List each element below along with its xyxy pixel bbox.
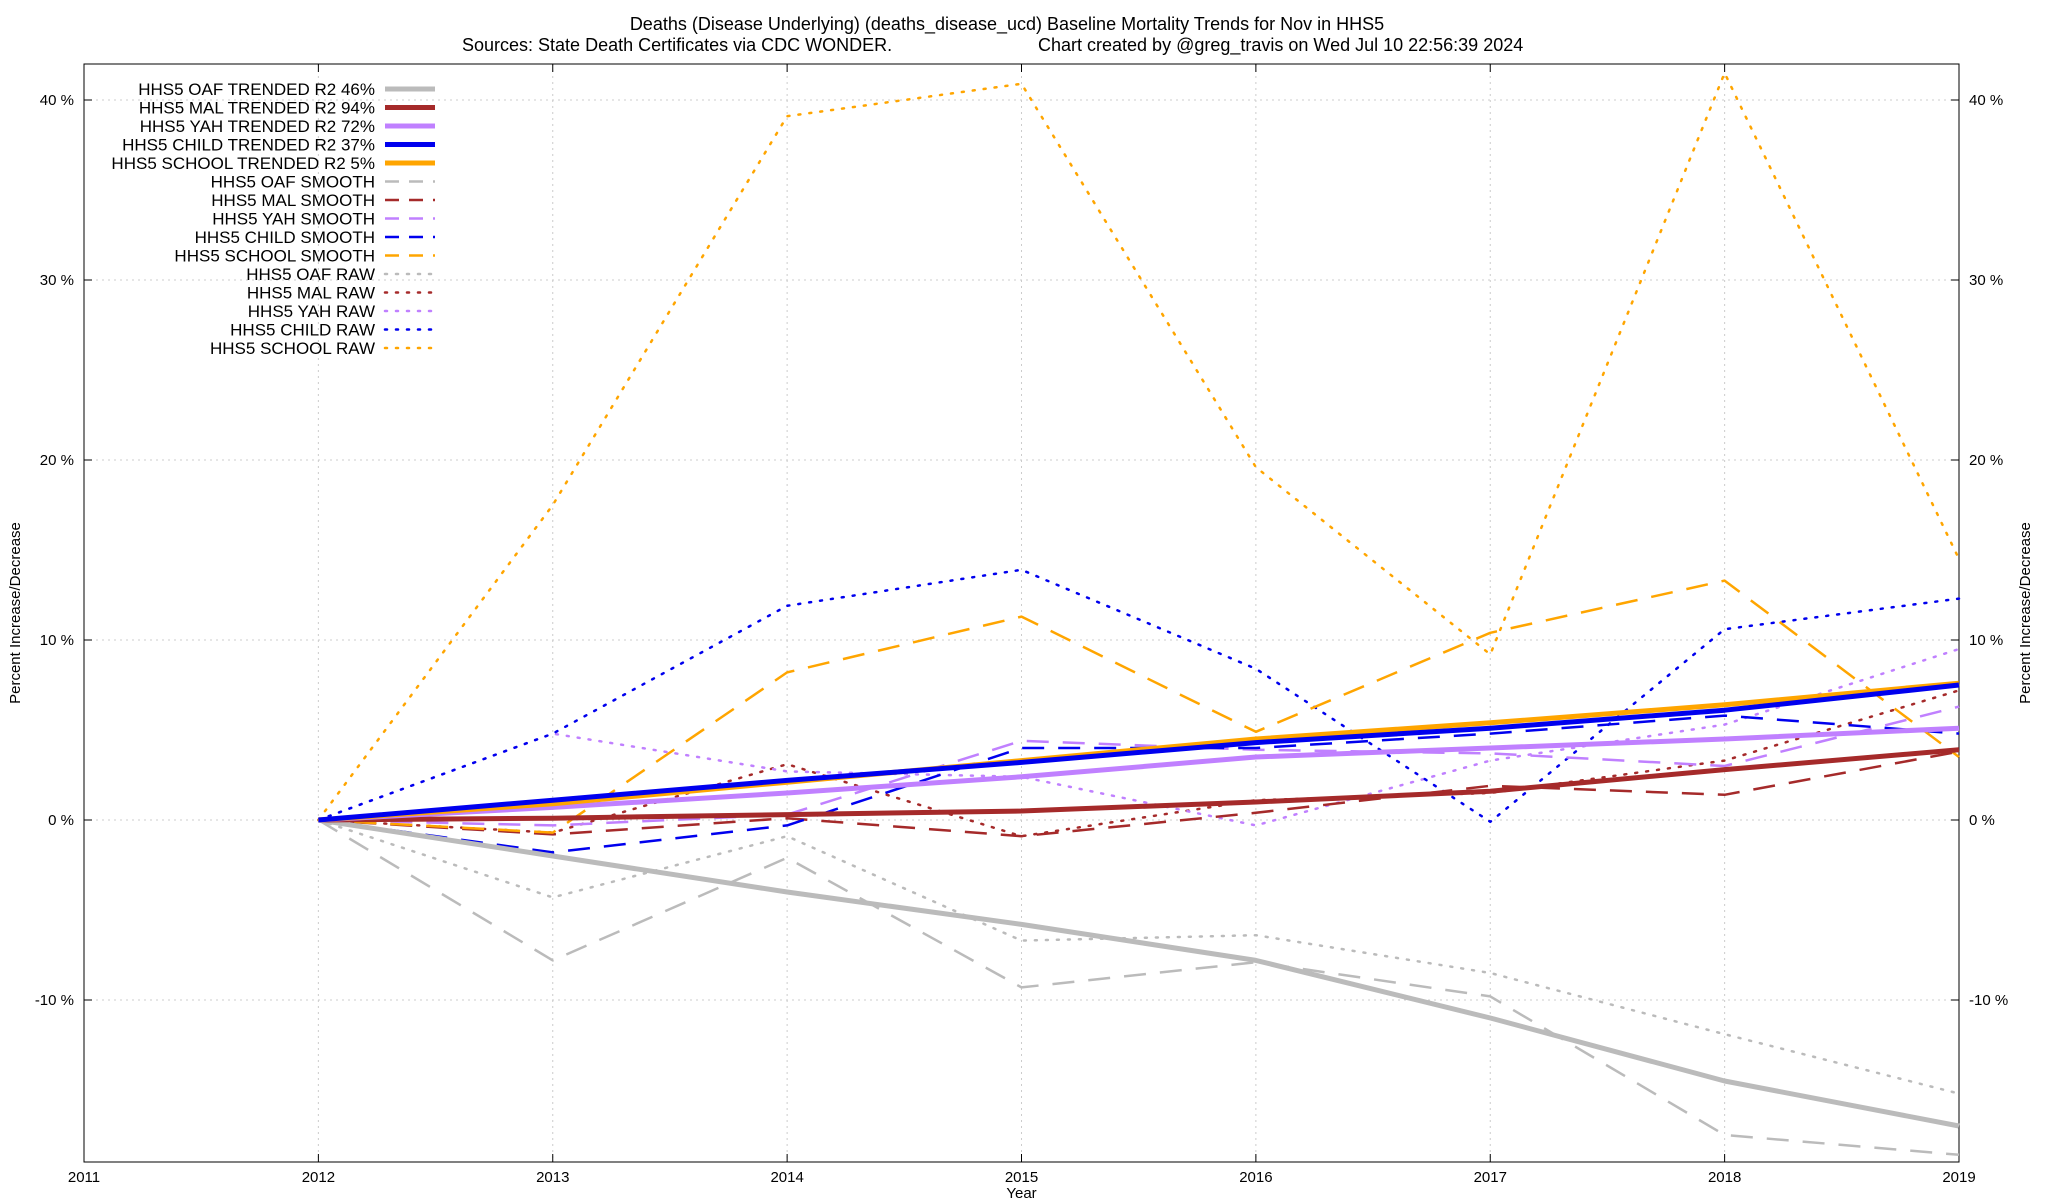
- series-line-hhs5-child-smooth: [318, 714, 1960, 854]
- legend-label: HHS5 CHILD SMOOTH: [195, 228, 375, 247]
- axis-ticks: 2011 2012 2013 2014 2015 2016 2017 2018 2019 -10 …: [35, 64, 2008, 1186]
- x-tick-label: 2018: [1708, 1169, 1741, 1186]
- series-lines: [317, 71, 1961, 1157]
- series-line-hhs5-school-raw: [317, 71, 1961, 822]
- y2-tick-label: 0 %: [1969, 812, 1995, 829]
- series-line-hhs5-child-raw: [317, 568, 1961, 824]
- y-tick-label: -10 %: [35, 992, 74, 1009]
- x-tick-label: 2012: [302, 1169, 335, 1186]
- legend-label: HHS5 CHILD RAW: [230, 321, 375, 340]
- series-line-hhs5-mal-trended-r2-94: [318, 747, 1960, 823]
- x-tick-label: 2013: [536, 1169, 569, 1186]
- legend-label: HHS5 OAF SMOOTH: [211, 173, 375, 192]
- legend-label: HHS5 YAH RAW: [248, 302, 375, 321]
- legend-label: HHS5 OAF TRENDED R2 46%: [138, 80, 375, 99]
- legend: HHS5 OAF TRENDED R2 46%HHS5 MAL TRENDED …: [111, 80, 437, 358]
- y-tick-label: 0 %: [48, 812, 74, 829]
- x-tick-label: 2014: [770, 1169, 803, 1186]
- x-tick-label: 2017: [1474, 1169, 1507, 1186]
- y-tick-label: 30 %: [40, 272, 74, 289]
- series-line-hhs5-oaf-smooth: [317, 818, 1960, 1157]
- y2-tick-label: 30 %: [1969, 272, 2003, 289]
- series-line-hhs5-oaf-raw: [317, 818, 1961, 1095]
- chart-subtitle-source: Sources: State Death Certificates via CD…: [462, 35, 892, 55]
- chart-title: Deaths (Disease Underlying) (deaths_dise…: [630, 14, 1384, 35]
- series-line-hhs5-oaf-trended-r2-46: [318, 817, 1960, 1129]
- legend-label: HHS5 MAL RAW: [247, 284, 375, 303]
- x-tick-label: 2016: [1239, 1169, 1272, 1186]
- y-tick-label: 10 %: [40, 632, 74, 649]
- legend-label: HHS5 SCHOOL RAW: [210, 339, 375, 358]
- y-tick-label: 20 %: [40, 452, 74, 469]
- y2-tick-label: 20 %: [1969, 452, 2003, 469]
- x-tick-label: 2019: [1942, 1169, 1975, 1186]
- series-line-hhs5-school-trended-r2-5: [318, 680, 1960, 823]
- legend-label: HHS5 SCHOOL TRENDED R2 5%: [111, 154, 375, 173]
- y2-tick-label: 40 %: [1969, 92, 2003, 109]
- y2-tick-label: -10 %: [1969, 992, 2008, 1009]
- series-line-hhs5-yah-smooth: [318, 705, 1960, 827]
- legend-label: HHS5 MAL SMOOTH: [211, 191, 375, 210]
- y-axis-label: Percent Increase/Decrease: [7, 522, 24, 704]
- y2-tick-label: 10 %: [1969, 632, 2003, 649]
- x-tick-label: 2015: [1005, 1169, 1038, 1186]
- y2-axis-label: Percent Increase/Decrease: [2017, 522, 2034, 704]
- legend-label: HHS5 OAF RAW: [246, 265, 375, 284]
- legend-label: HHS5 SCHOOL SMOOTH: [174, 247, 375, 266]
- y-tick-label: 40 %: [40, 92, 74, 109]
- x-axis-label: Year: [1006, 1185, 1036, 1200]
- legend-label: HHS5 MAL TRENDED R2 94%: [139, 99, 375, 118]
- legend-label: HHS5 CHILD TRENDED R2 37%: [122, 136, 375, 155]
- x-tick-label: 2011: [68, 1169, 100, 1186]
- series-line-hhs5-mal-smooth: [318, 750, 1960, 838]
- series-line-hhs5-mal-raw: [317, 689, 1961, 838]
- series-line-hhs5-child-trended-r2-37: [318, 682, 1960, 823]
- legend-label: HHS5 YAH SMOOTH: [212, 210, 375, 229]
- legend-label: HHS5 YAH TRENDED R2 72%: [140, 117, 375, 136]
- chart-subtitle-credit: Chart created by @greg_travis on Wed Jul…: [1038, 35, 1523, 56]
- series-line-hhs5-yah-trended-r2-72: [318, 725, 1960, 823]
